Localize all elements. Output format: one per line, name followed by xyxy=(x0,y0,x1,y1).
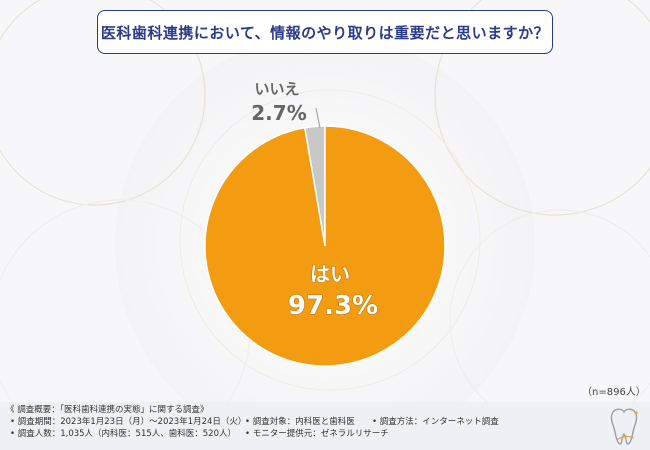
slice-value-no: 2.7% xyxy=(251,101,306,125)
tooth-logo-icon xyxy=(610,408,638,445)
survey-method: • 調査方法：インターネット調査 xyxy=(372,417,499,427)
survey-provider: • モニター提供元：ゼネラルリサーチ xyxy=(245,429,389,439)
slice-label-no: いいえ xyxy=(254,80,299,98)
survey-respondents: • 調査人数：1,035人（内科医：515人、歯科医：520人） xyxy=(10,429,236,439)
slice-value-yes: 97.3% xyxy=(288,291,378,321)
survey-target: • 調査対象：内科医と歯科医 xyxy=(245,417,355,427)
slice-label-yes: はい xyxy=(310,262,350,286)
question-title: 医科歯科連携において、情報のやり取りは重要だと思いますか？ xyxy=(97,10,553,54)
pie-slice-yes xyxy=(204,125,446,367)
sample-size-note: （n=896人） xyxy=(582,387,646,398)
survey-overview: 《 調査概要：「医科歯科連携の実態」に関する調査》 xyxy=(6,405,209,415)
survey-period: • 調査期間：2023年1月23日（月）～2023年1月24日（火） xyxy=(10,417,247,427)
survey-footer: 《 調査概要：「医科歯科連携の実態」に関する調査》 • 調査期間：2023年1月… xyxy=(0,402,650,450)
leader-line-no xyxy=(315,107,321,129)
